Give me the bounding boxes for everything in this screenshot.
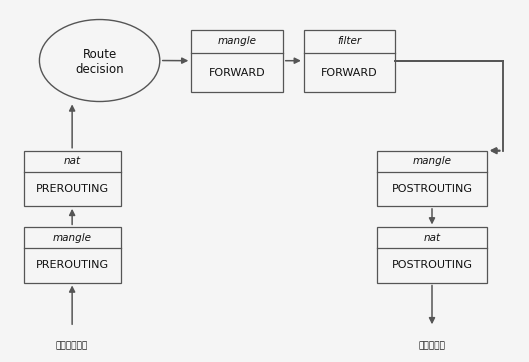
Bar xyxy=(191,30,283,92)
Ellipse shape xyxy=(40,20,160,101)
Text: FORWARD: FORWARD xyxy=(321,68,378,77)
Bar xyxy=(191,30,283,92)
Bar xyxy=(24,227,121,283)
Bar xyxy=(24,151,121,206)
Text: FORWARD: FORWARD xyxy=(209,68,266,77)
Text: decision: decision xyxy=(75,63,124,76)
Bar xyxy=(377,151,487,206)
Text: POSTROUTING: POSTROUTING xyxy=(391,261,472,270)
Text: mangle: mangle xyxy=(52,233,92,243)
Text: PREROUTING: PREROUTING xyxy=(35,184,108,194)
Text: mangle: mangle xyxy=(217,36,257,46)
Text: filter: filter xyxy=(338,36,362,46)
Text: PREROUTING: PREROUTING xyxy=(35,261,108,270)
Bar xyxy=(377,151,487,206)
Text: POSTROUTING: POSTROUTING xyxy=(391,184,472,194)
Text: 发送数据包: 发送数据包 xyxy=(418,341,445,350)
Text: nat: nat xyxy=(63,156,81,166)
Bar xyxy=(304,30,395,92)
Text: Route: Route xyxy=(83,48,117,60)
Bar xyxy=(24,151,121,206)
Text: 接收到数据包: 接收到数据包 xyxy=(56,341,88,350)
Bar xyxy=(377,227,487,283)
Text: mangle: mangle xyxy=(413,156,452,166)
Bar xyxy=(24,227,121,283)
Text: nat: nat xyxy=(423,233,441,243)
Bar xyxy=(304,30,395,92)
Bar xyxy=(377,227,487,283)
